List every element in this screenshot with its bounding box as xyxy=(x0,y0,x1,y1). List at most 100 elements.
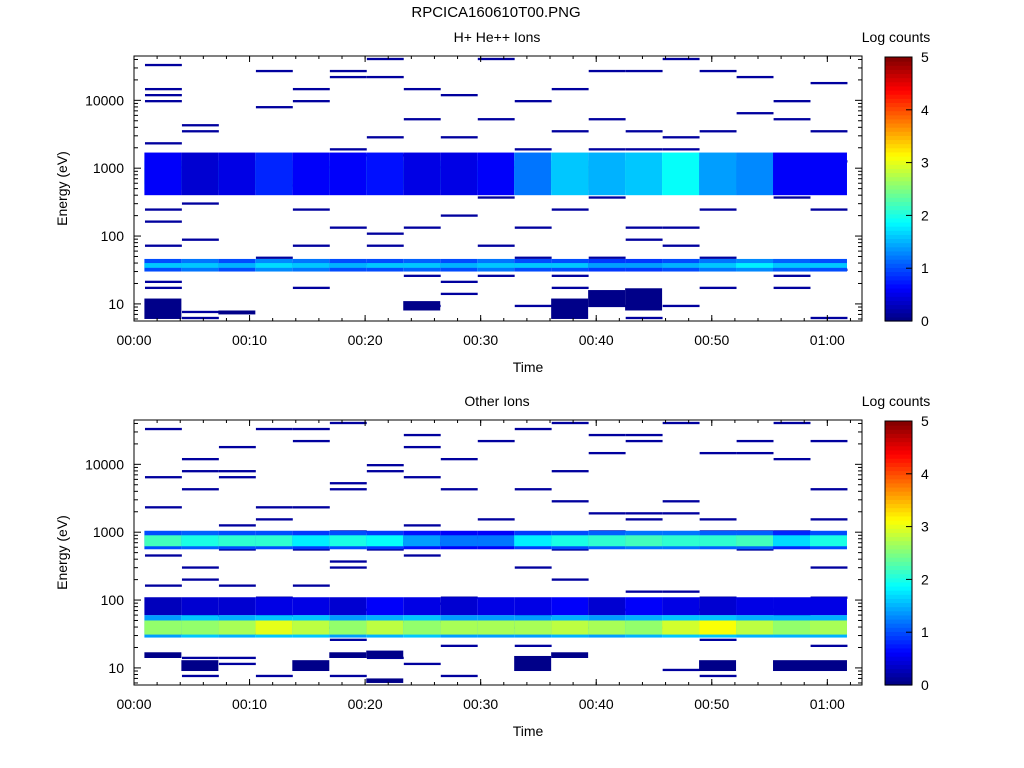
colorbar-swatch xyxy=(885,598,912,604)
colorbar-swatch xyxy=(885,246,912,252)
heatmap-cell xyxy=(255,427,293,431)
heatmap-cell xyxy=(810,316,848,320)
heatmap-cell xyxy=(366,678,404,683)
heatmap-cell xyxy=(329,620,367,635)
heatmap-cell xyxy=(551,500,589,503)
heatmap-cell xyxy=(255,620,293,635)
heatmap-cell xyxy=(551,263,589,268)
heatmap-cell xyxy=(810,488,848,491)
heatmap-cell xyxy=(292,597,330,616)
x-axis-label: Time xyxy=(513,359,544,375)
heatmap-cell xyxy=(662,535,700,547)
heatmap-cell xyxy=(625,433,663,437)
colorbar-swatch xyxy=(885,507,912,513)
y-tick-label: 10 xyxy=(108,296,124,312)
heatmap-cell xyxy=(218,584,256,587)
heatmap-cell xyxy=(181,263,219,268)
heatmap-cell xyxy=(810,535,847,547)
heatmap-cell xyxy=(181,674,219,678)
panel-title: H+ He++ Ions xyxy=(454,29,541,45)
colorbar-swatch xyxy=(885,458,912,463)
colorbar-tick-label: 1 xyxy=(921,260,929,276)
plot-area-2 xyxy=(144,421,848,683)
heatmap-cell xyxy=(477,152,515,196)
heatmap-cell xyxy=(218,445,256,449)
colorbar-swatch xyxy=(885,548,912,554)
heatmap-cell xyxy=(181,656,219,660)
heatmap-cell xyxy=(773,620,810,635)
heatmap-cell xyxy=(810,81,848,85)
heatmap-cell xyxy=(699,130,737,133)
colorbar-swatch xyxy=(885,528,912,533)
colorbar-swatch xyxy=(885,65,912,70)
y-tick-label: 10000 xyxy=(85,456,124,472)
panel-title: Other Ions xyxy=(464,393,529,409)
colorbar-swatch xyxy=(885,619,912,624)
heatmap-cell xyxy=(329,638,367,641)
heatmap-cell xyxy=(773,100,811,103)
heatmap-cell xyxy=(403,226,441,229)
heatmap-cell xyxy=(773,421,811,425)
heatmap-cell xyxy=(551,298,589,319)
heatmap-cell xyxy=(292,439,330,443)
heatmap-cell xyxy=(366,548,404,551)
colorbar-swatch xyxy=(885,189,912,194)
heatmap-cell xyxy=(810,620,847,635)
colorbar-swatch xyxy=(885,197,912,202)
heatmap-cell xyxy=(329,560,367,563)
colorbar-swatch xyxy=(885,656,912,661)
heatmap-cell xyxy=(551,208,589,211)
colorbar-tick-label: 3 xyxy=(921,155,929,171)
colorbar-swatch xyxy=(885,466,912,472)
heatmap-cell xyxy=(810,566,848,569)
heatmap-cell xyxy=(477,535,515,547)
colorbar-swatch xyxy=(885,532,912,538)
heatmap-cell xyxy=(773,274,811,277)
heatmap-cell xyxy=(181,488,219,491)
colorbar-swatch xyxy=(885,470,912,476)
heatmap-cell xyxy=(366,152,404,196)
heatmap-cell xyxy=(292,427,330,431)
heatmap-cell xyxy=(440,292,478,296)
heatmap-cell xyxy=(144,208,182,211)
colorbar-swatch xyxy=(885,304,912,310)
heatmap-cell xyxy=(181,316,219,320)
x-tick-label: 00:10 xyxy=(232,696,267,712)
heatmap-cell xyxy=(144,87,182,91)
colorbar-swatch xyxy=(885,652,912,657)
colorbar-swatch xyxy=(885,421,912,426)
heatmap-cell xyxy=(699,152,737,196)
colorbar-swatch xyxy=(885,672,912,678)
colorbar-swatch xyxy=(885,267,912,273)
colorbar-swatch xyxy=(885,193,912,198)
heatmap-cell xyxy=(144,535,182,547)
colorbar-swatch xyxy=(885,577,912,583)
colorbar-swatch xyxy=(885,275,912,281)
colorbar-swatch xyxy=(885,292,912,297)
heatmap-cell xyxy=(144,142,182,145)
heatmap-cell xyxy=(588,433,626,437)
colorbar-swatch xyxy=(885,279,912,285)
colorbar-swatch xyxy=(885,520,912,525)
heatmap-cell xyxy=(403,301,441,311)
colorbar-swatch xyxy=(885,569,912,575)
heatmap-cell xyxy=(477,118,515,121)
plot-area-1 xyxy=(144,57,848,320)
heatmap-cell xyxy=(699,620,737,635)
colorbar-swatch xyxy=(885,312,912,318)
colorbar-swatch xyxy=(885,156,912,161)
colorbar-swatch xyxy=(885,57,912,62)
heatmap-cell xyxy=(292,244,330,247)
colorbar-swatch xyxy=(885,425,912,430)
colorbar-swatch xyxy=(885,238,912,244)
colorbar-swatch xyxy=(885,102,912,108)
heatmap-cell xyxy=(181,152,219,196)
heatmap-cell xyxy=(514,566,552,569)
heatmap-cell xyxy=(366,535,404,547)
heatmap-cell xyxy=(292,535,330,547)
heatmap-cell xyxy=(477,274,515,277)
colorbar-swatch xyxy=(885,226,912,231)
x-tick-label: 00:20 xyxy=(348,332,383,348)
heatmap-cell xyxy=(218,548,256,551)
colorbar-swatch xyxy=(885,482,912,488)
